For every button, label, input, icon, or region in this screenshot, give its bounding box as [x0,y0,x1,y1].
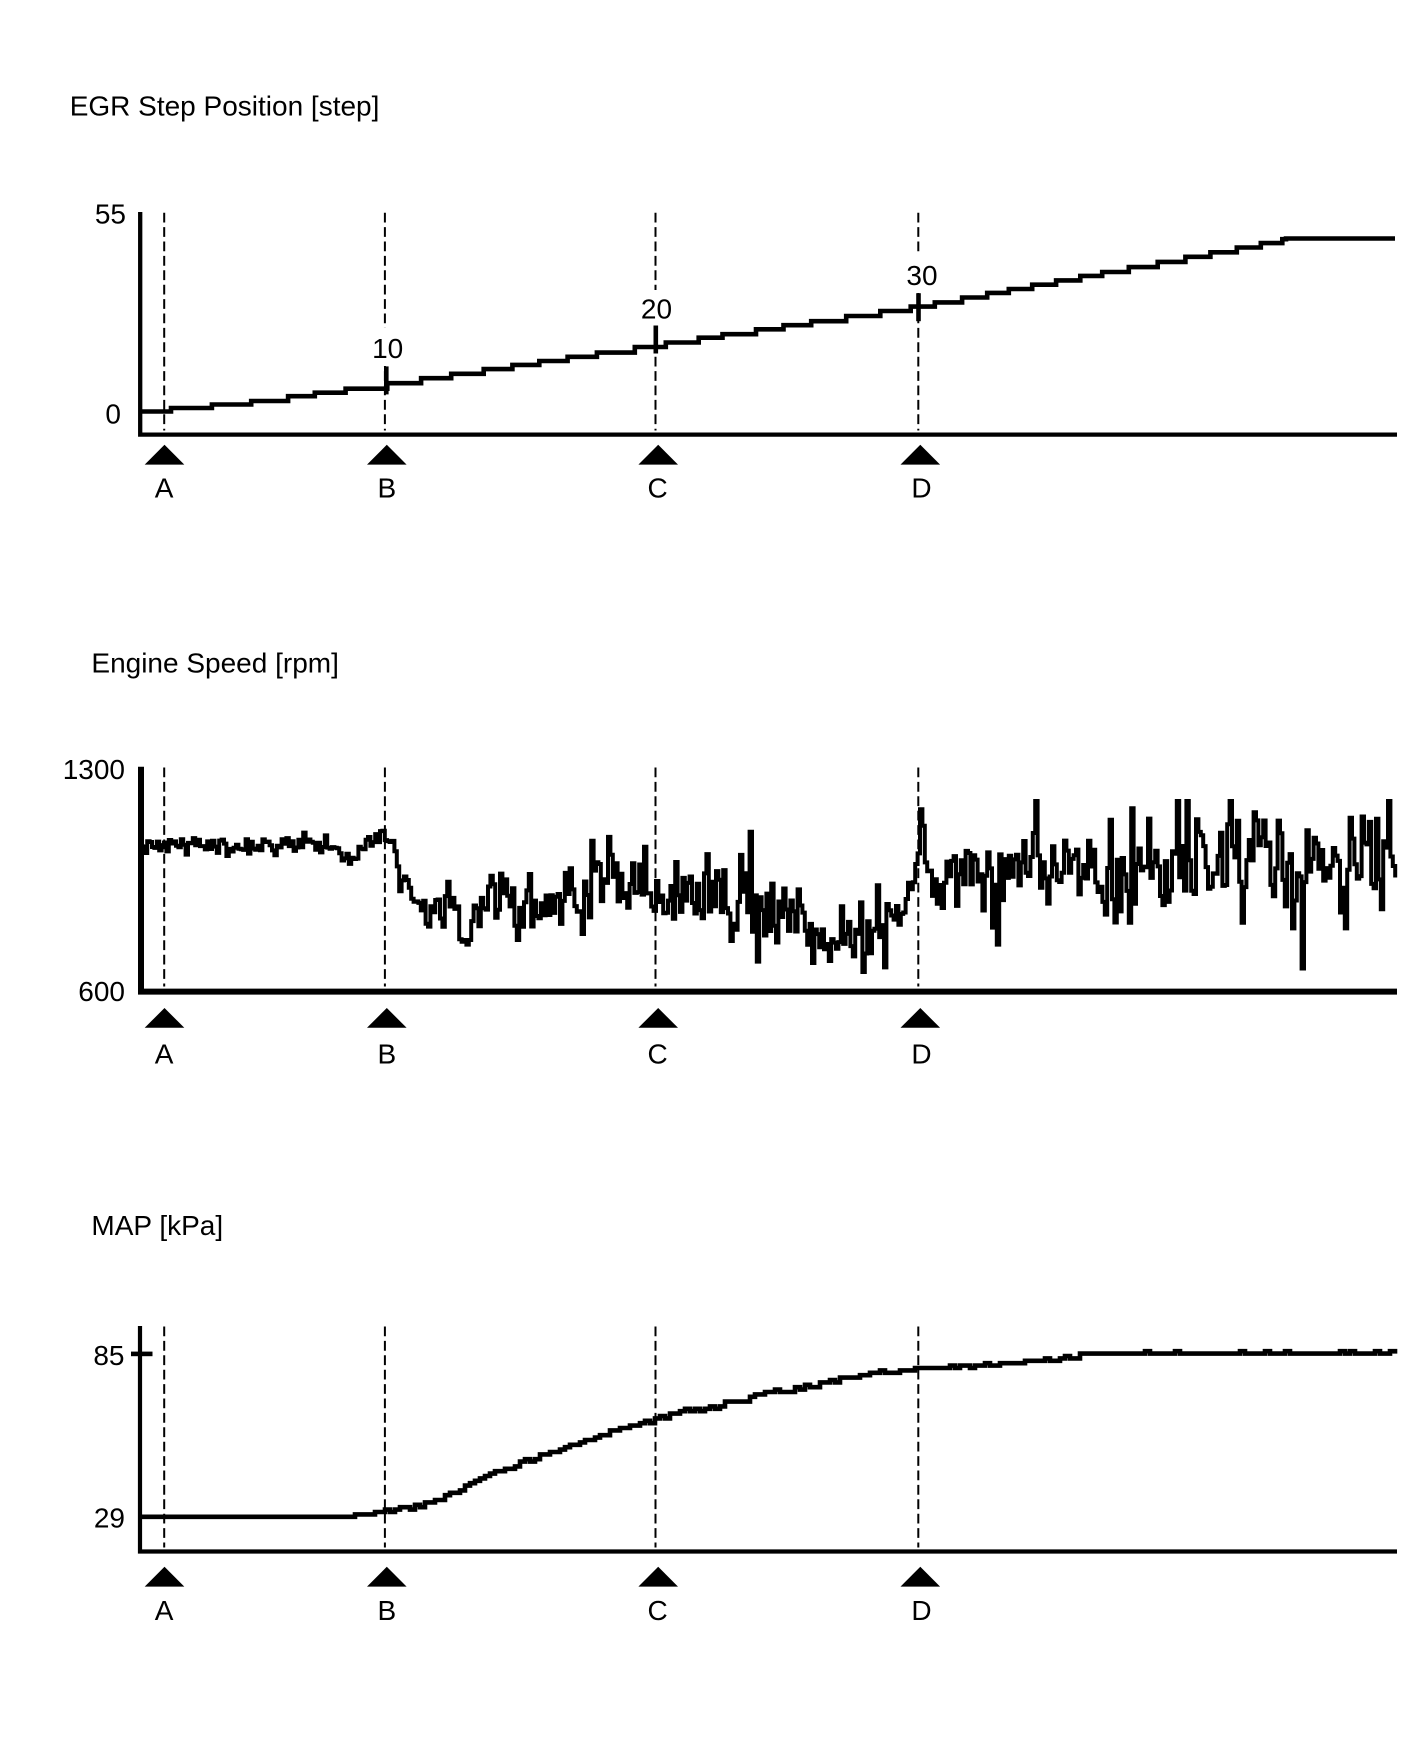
svg-text:MAP [kPa]: MAP [kPa] [91,1210,223,1241]
svg-text:1300: 1300 [63,754,125,785]
svg-text:10: 10 [372,333,403,364]
svg-text:A: A [155,1039,174,1070]
svg-text:B: B [378,473,397,504]
svg-text:A: A [155,1595,174,1626]
svg-text:D: D [911,473,931,504]
svg-text:0: 0 [105,399,121,430]
svg-text:C: C [647,1039,667,1070]
svg-text:85: 85 [93,1340,124,1371]
svg-text:EGR Step Position [step]: EGR Step Position [step] [70,91,380,122]
svg-text:B: B [378,1039,397,1070]
svg-text:D: D [911,1595,931,1626]
svg-text:20: 20 [641,293,672,324]
svg-text:600: 600 [78,976,125,1007]
svg-text:29: 29 [94,1502,125,1533]
svg-text:D: D [911,1039,931,1070]
svg-text:30: 30 [906,260,937,291]
svg-text:C: C [647,473,667,504]
svg-text:C: C [647,1595,667,1626]
svg-text:55: 55 [95,198,126,229]
svg-text:Engine Speed [rpm]: Engine Speed [rpm] [91,648,339,679]
svg-text:B: B [378,1595,397,1626]
svg-text:A: A [155,473,174,504]
